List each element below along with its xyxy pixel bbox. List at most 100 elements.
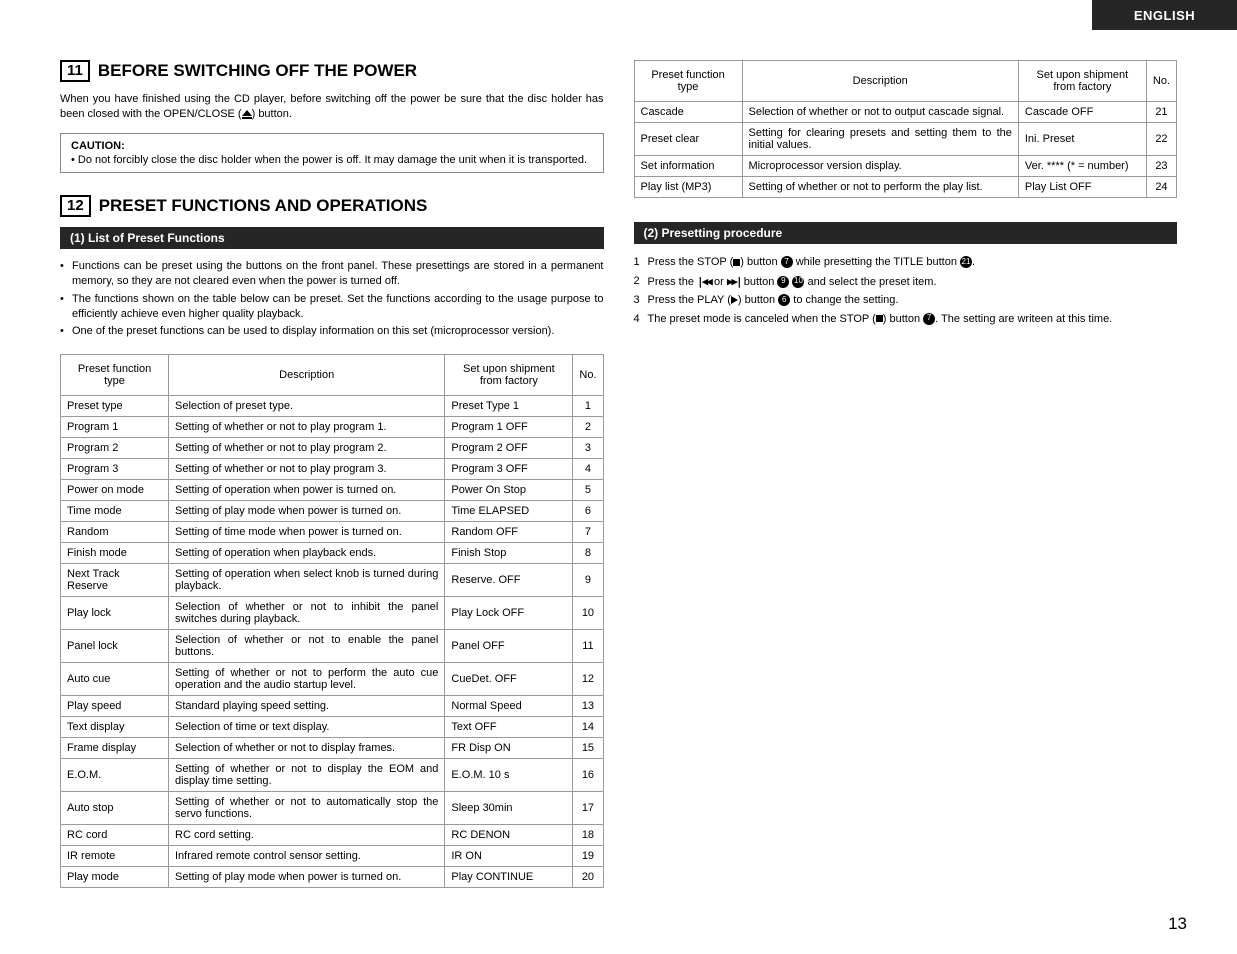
cell-type: Auto stop	[61, 791, 169, 824]
reference-icon: 10	[792, 276, 804, 288]
cell-no: 13	[573, 695, 603, 716]
cell-no: 24	[1146, 177, 1176, 198]
cell-ship: Ver. **** (* = number)	[1018, 156, 1146, 177]
page-number: 13	[1168, 914, 1187, 934]
cell-ship: IR ON	[445, 845, 573, 866]
section-11-number: 11	[60, 60, 90, 82]
bullet-item: One of the preset functions can be used …	[60, 324, 604, 339]
cell-no: 9	[573, 563, 603, 596]
cell-type: Preset type	[61, 395, 169, 416]
preset-table-2: Preset function type Description Set upo…	[634, 60, 1178, 198]
preset-bullets: Functions can be preset using the button…	[60, 259, 604, 340]
cell-type: Next Track Reserve	[61, 563, 169, 596]
cell-no: 16	[573, 758, 603, 791]
cell-type: E.O.M.	[61, 758, 169, 791]
cell-desc: Microprocessor version display.	[742, 156, 1018, 177]
table-row: Panel lockSelection of whether or not to…	[61, 629, 604, 662]
reference-icon: 7	[781, 256, 793, 268]
cell-no: 23	[1146, 156, 1176, 177]
preset-table-1: Preset function type Description Set upo…	[60, 354, 604, 888]
cell-ship: FR Disp ON	[445, 737, 573, 758]
cell-no: 4	[573, 458, 603, 479]
table-row: Play speedStandard playing speed setting…	[61, 695, 604, 716]
col-header-ship: Set upon shipment from factory	[445, 354, 573, 395]
cell-no: 20	[573, 866, 603, 887]
eject-icon	[242, 110, 252, 119]
table-row: CascadeSelection of whether or not to ou…	[634, 102, 1177, 123]
col-header-no: No.	[1146, 61, 1176, 102]
table-row: E.O.M.Setting of whether or not to displ…	[61, 758, 604, 791]
procedure-steps: 1 Press the STOP () button 7 while prese…	[634, 254, 1178, 328]
cell-ship: Preset Type 1	[445, 395, 573, 416]
cell-ship: Play Lock OFF	[445, 596, 573, 629]
table-row: RandomSetting of time mode when power is…	[61, 521, 604, 542]
table-row: Preset typeSelection of preset type.Pres…	[61, 395, 604, 416]
table-row: Program 3Setting of whether or not to pl…	[61, 458, 604, 479]
section-11-heading: 11 BEFORE SWITCHING OFF THE POWER	[60, 60, 604, 82]
reference-icon: 9	[777, 276, 789, 288]
cell-ship: Sleep 30min	[445, 791, 573, 824]
cell-desc: Setting of operation when playback ends.	[169, 542, 445, 563]
cell-type: Text display	[61, 716, 169, 737]
cell-type: Preset clear	[634, 123, 742, 156]
caution-box: CAUTION: • Do not forcibly close the dis…	[60, 133, 604, 173]
step-item: 1 Press the STOP () button 7 while prese…	[634, 254, 1178, 272]
section-12-number: 12	[60, 195, 91, 217]
caution-title: CAUTION:	[71, 140, 593, 152]
table-row: IR remoteInfrared remote control sensor …	[61, 845, 604, 866]
cell-ship: RC DENON	[445, 824, 573, 845]
cell-ship: Normal Speed	[445, 695, 573, 716]
cell-no: 5	[573, 479, 603, 500]
table-row: Set informationMicroprocessor version di…	[634, 156, 1177, 177]
cell-no: 12	[573, 662, 603, 695]
cell-ship: Reserve. OFF	[445, 563, 573, 596]
cell-desc: Setting of whether or not to play progra…	[169, 416, 445, 437]
cell-desc: Setting of play mode when power is turne…	[169, 866, 445, 887]
cell-no: 10	[573, 596, 603, 629]
cell-ship: Power On Stop	[445, 479, 573, 500]
step-item: 4 The preset mode is canceled when the S…	[634, 311, 1178, 329]
cell-desc: Setting of whether or not to perform the…	[742, 177, 1018, 198]
cell-no: 15	[573, 737, 603, 758]
cell-desc: Standard playing speed setting.	[169, 695, 445, 716]
cell-no: 8	[573, 542, 603, 563]
cell-desc: Setting of whether or not to play progra…	[169, 437, 445, 458]
cell-ship: Play CONTINUE	[445, 866, 573, 887]
cell-ship: Time ELAPSED	[445, 500, 573, 521]
section-12-title: PRESET FUNCTIONS AND OPERATIONS	[99, 196, 428, 216]
cell-desc: Setting of whether or not to perform the…	[169, 662, 445, 695]
table-row: Finish modeSetting of operation when pla…	[61, 542, 604, 563]
cell-ship: Text OFF	[445, 716, 573, 737]
step-item: 3 Press the PLAY () button 6 to change t…	[634, 292, 1178, 310]
cell-desc: Setting of operation when power is turne…	[169, 479, 445, 500]
cell-type: Play speed	[61, 695, 169, 716]
language-header: ENGLISH	[1092, 0, 1237, 30]
cell-type: RC cord	[61, 824, 169, 845]
cell-type: Auto cue	[61, 662, 169, 695]
table-row: Play lockSelection of whether or not to …	[61, 596, 604, 629]
cell-type: Cascade	[634, 102, 742, 123]
subsection-2-heading: (2) Presetting procedure	[634, 222, 1178, 244]
cell-desc: Selection of time or text display.	[169, 716, 445, 737]
cell-type: Random	[61, 521, 169, 542]
subsection-1-heading: (1) List of Preset Functions	[60, 227, 604, 249]
language-label: ENGLISH	[1134, 8, 1195, 23]
table-row: Play list (MP3)Setting of whether or not…	[634, 177, 1177, 198]
skip-back-icon: |◀◀	[697, 275, 711, 288]
col-header-no: No.	[573, 354, 603, 395]
cell-no: 14	[573, 716, 603, 737]
cell-ship: Cascade OFF	[1018, 102, 1146, 123]
cell-desc: Setting of play mode when power is turne…	[169, 500, 445, 521]
cell-desc: Infrared remote control sensor setting.	[169, 845, 445, 866]
col-header-type: Preset function type	[634, 61, 742, 102]
cell-desc: RC cord setting.	[169, 824, 445, 845]
bullet-item: Functions can be preset using the button…	[60, 259, 604, 290]
table-row: Next Track ReserveSetting of operation w…	[61, 563, 604, 596]
cell-ship: Program 2 OFF	[445, 437, 573, 458]
col-header-desc: Description	[742, 61, 1018, 102]
cell-no: 18	[573, 824, 603, 845]
section-12-heading: 12 PRESET FUNCTIONS AND OPERATIONS	[60, 195, 604, 217]
cell-type: Play mode	[61, 866, 169, 887]
cell-no: 6	[573, 500, 603, 521]
table-row: RC cordRC cord setting.RC DENON18	[61, 824, 604, 845]
